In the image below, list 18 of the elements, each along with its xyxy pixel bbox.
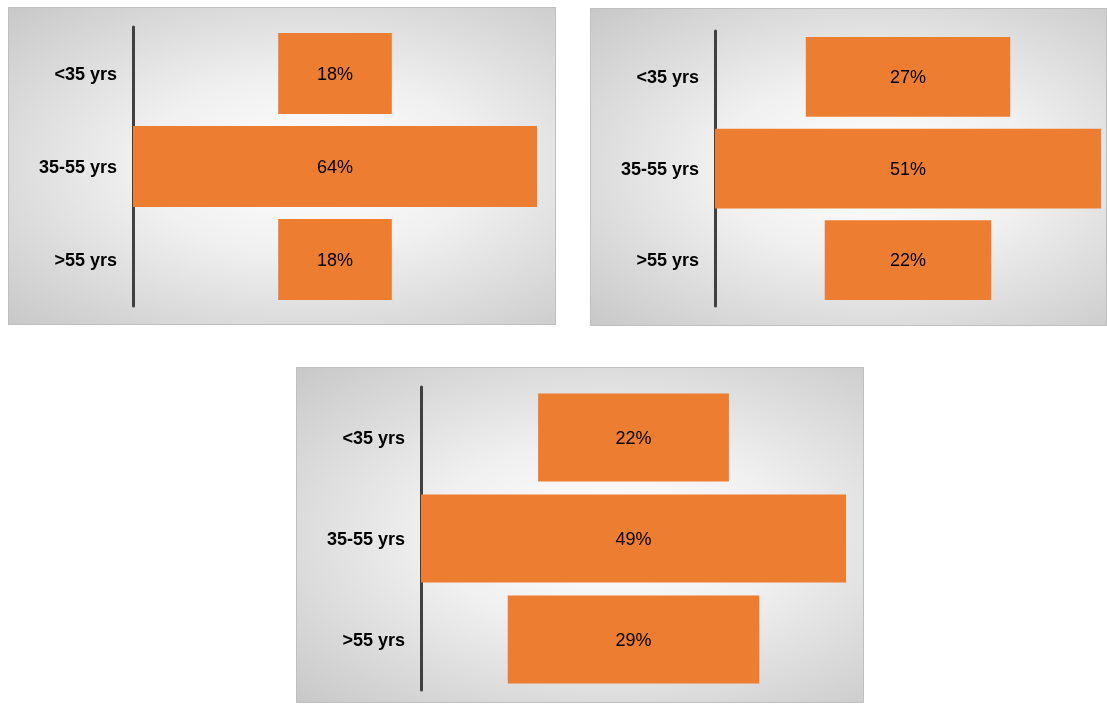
- data-label: 18%: [316, 63, 354, 84]
- data-label: 64%: [316, 156, 354, 177]
- data-label: 49%: [615, 528, 652, 549]
- category-label: 35-55 yrs: [38, 156, 117, 177]
- category-label: >55 yrs: [636, 250, 699, 271]
- data-label: 29%: [615, 629, 652, 650]
- category-label: 35-55 yrs: [620, 158, 699, 179]
- data-label: 22%: [615, 427, 652, 448]
- data-label: 22%: [889, 250, 927, 271]
- category-label: >55 yrs: [342, 629, 405, 650]
- category-label: >55 yrs: [54, 249, 117, 270]
- data-label: 18%: [316, 249, 354, 270]
- category-label: <35 yrs: [54, 63, 117, 84]
- category-label: 35-55 yrs: [326, 528, 405, 549]
- data-label: 51%: [889, 158, 927, 179]
- data-label: 27%: [889, 66, 927, 87]
- category-label: <35 yrs: [342, 427, 405, 448]
- category-label: <35 yrs: [636, 66, 699, 87]
